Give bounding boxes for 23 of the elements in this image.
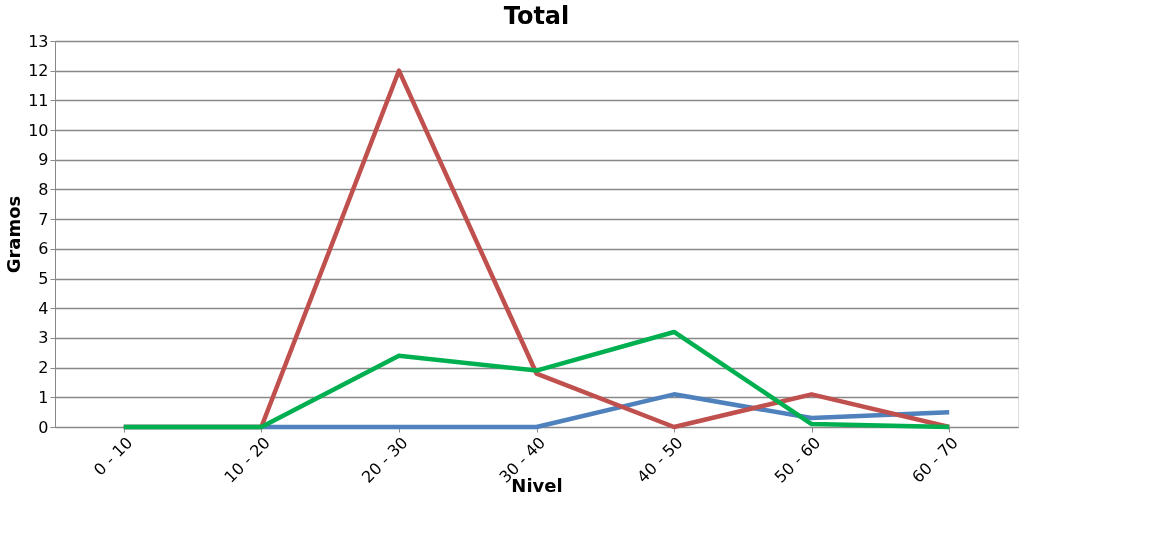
y-tick-label: 9 xyxy=(38,150,49,170)
y-tick-label: 6 xyxy=(38,239,49,259)
y-tick-label: 10 xyxy=(28,120,49,140)
y-tick-label: 3 xyxy=(38,328,49,348)
x-tick-label: 10 - 20 xyxy=(220,433,274,487)
y-tick-label: 8 xyxy=(38,179,49,199)
x-tick-label: 40 - 50 xyxy=(633,433,687,487)
y-axis-title: Gramos xyxy=(3,195,25,274)
x-tick-label: 60 - 70 xyxy=(908,433,962,487)
y-tick-label: 2 xyxy=(38,358,49,378)
y-tick-label: 12 xyxy=(28,61,49,81)
chart-title: Total xyxy=(503,2,570,30)
x-tick-label: 20 - 30 xyxy=(357,433,412,487)
y-tick-label: 5 xyxy=(38,269,49,289)
y-tick-label: 1 xyxy=(38,387,49,407)
x-tick-label: 0 - 10 xyxy=(90,433,137,480)
y-tick-label: 7 xyxy=(38,209,49,229)
line-series xyxy=(121,329,952,430)
y-tick-label: 13 xyxy=(28,31,49,51)
y-tick-label: 0 xyxy=(38,417,49,437)
y-tick-label: 11 xyxy=(28,90,49,110)
y-tick-label: 4 xyxy=(38,298,49,318)
x-tick-label: 50 - 60 xyxy=(770,433,825,487)
